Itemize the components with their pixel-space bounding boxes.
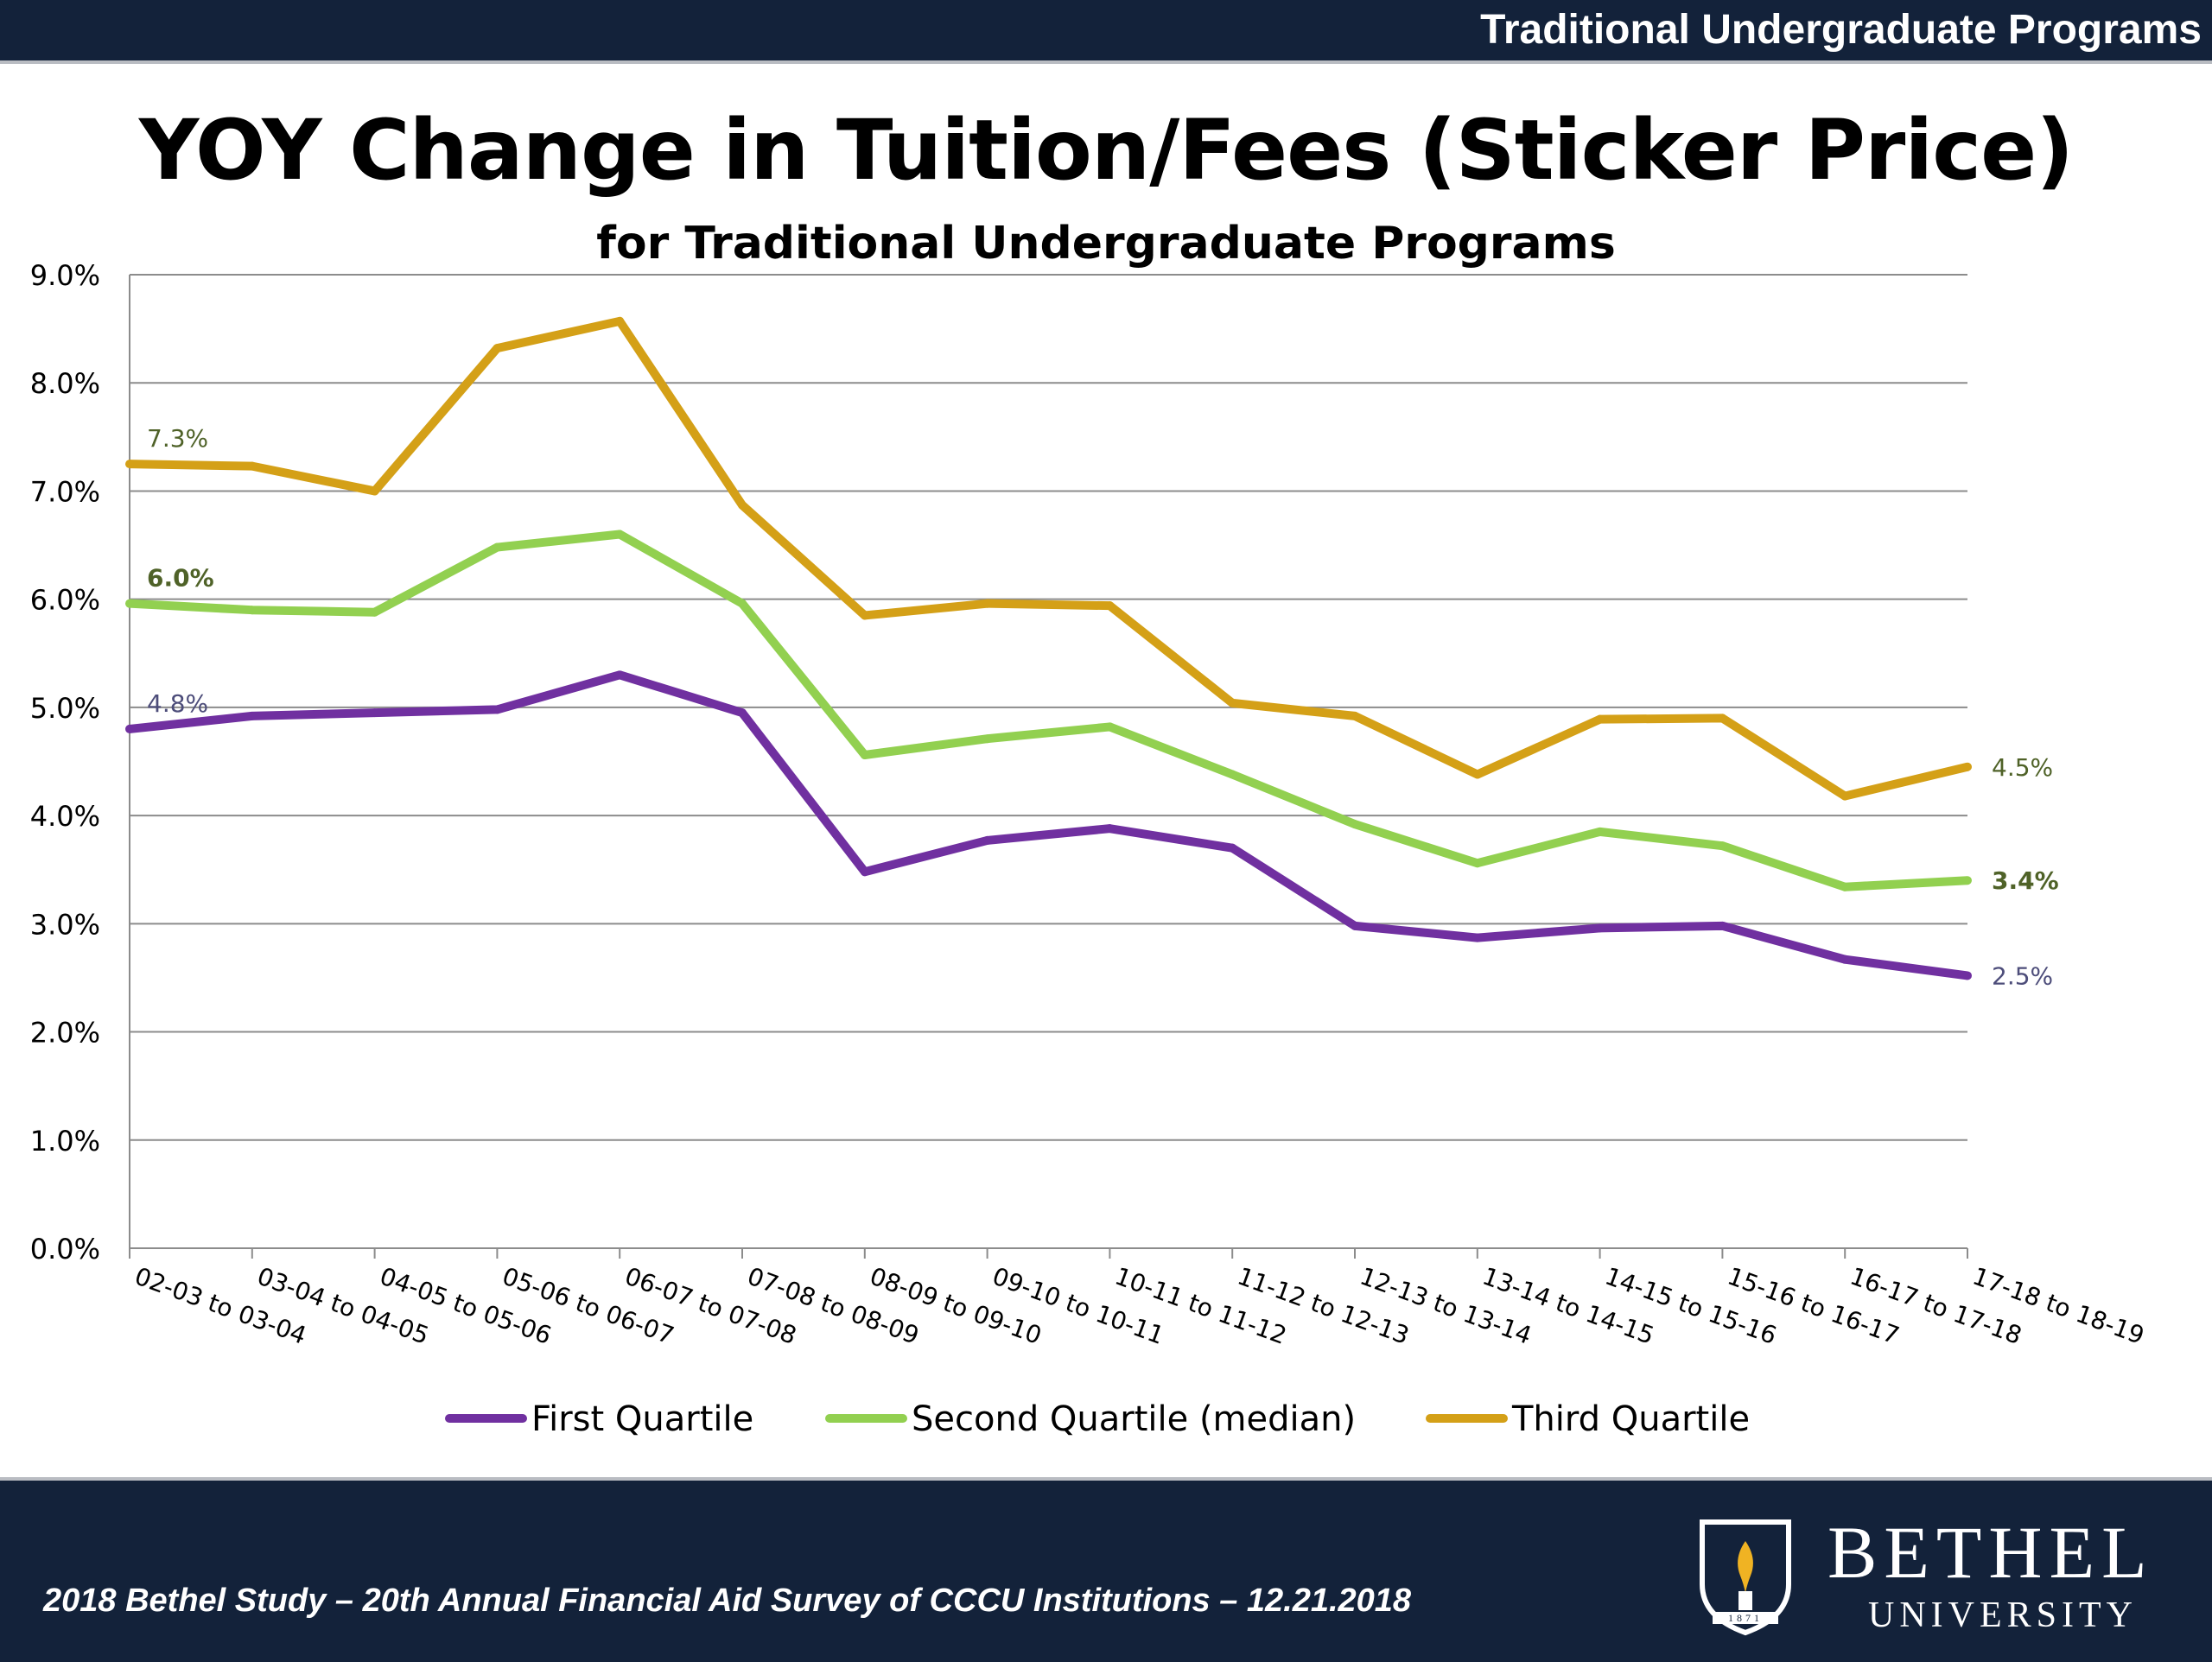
data-label: 7.3% [147,424,208,453]
data-point [370,486,379,496]
data-point [615,670,625,680]
logo-name: BETHEL [1827,1511,2154,1594]
data-point [1472,859,1482,868]
y-tick-label: 5.0% [30,692,100,725]
y-tick-label: 1.0% [30,1125,100,1158]
data-point [1351,711,1359,720]
logo-year: 1871 [1728,1612,1763,1624]
data-point [1105,601,1115,611]
line-chart: 0.0% 1.0% 2.0% 3.0% 4.0% 5.0% 6.0% 7.0% 8.0% 9.0%… [30,259,2148,1439]
data-point [1718,714,1727,723]
y-tick-label: 8.0% [30,367,100,400]
series-line [129,316,1969,801]
series-line [129,670,1968,980]
data-point [1718,921,1727,930]
data-point [1351,820,1359,829]
chart-title: YOY Change in Tuition/Fees (Sticker Pric… [138,102,2074,199]
series-line [129,530,1968,891]
y-tick-label: 4.0% [30,800,100,833]
data-point [1595,923,1605,933]
data-point [1228,843,1237,853]
data-point [860,867,869,877]
data-point [1595,827,1605,836]
data-point [1351,921,1359,930]
legend-label: Second Quartile (median) [912,1399,1356,1439]
footer-caption: 2018 Bethel Study – 20th Annual Financia… [43,1583,1412,1619]
data-point [1963,971,1972,980]
data-point [370,708,379,718]
data-point [125,460,134,469]
data-point [615,530,625,539]
data-label: 4.8% [147,689,208,718]
data-point [493,542,502,552]
chart-subtitle: for Traditional Undergraduate Programs [596,218,1616,270]
y-tick-label: 3.0% [30,908,100,941]
data-point [1472,770,1482,779]
data-label: 4.5% [1992,753,2053,782]
data-point [1963,876,1972,885]
data-label: 2.5% [1992,961,2053,990]
bethel-shield-logo: 1871 [1700,1519,1791,1636]
data-point [493,344,502,353]
data-point [860,750,869,759]
y-tick-label: 7.0% [30,475,100,508]
data-point [1228,770,1237,779]
y-tick-label: 2.0% [30,1017,100,1050]
footer-bar: 2018 Bethel Study – 20th Annual Financia… [0,1477,2212,1662]
data-point [1963,762,1972,771]
data-point [1840,791,1850,801]
data-point [125,599,134,608]
y-tick-label: 9.0% [30,259,100,292]
legend-label: Third Quartile [1511,1399,1750,1439]
data-point [125,724,134,733]
data-point [1595,714,1605,724]
data-point [247,461,257,471]
header-bar: Traditional Undergraduate Programs [0,0,2212,64]
data-point [247,711,257,720]
data-label: 3.4% [1992,866,2059,895]
data-point [1718,841,1727,851]
data-point [1105,722,1115,732]
data-point [615,316,625,326]
data-point [247,606,257,615]
data-point [738,599,747,608]
data-point [1472,933,1482,942]
data-point [982,599,992,608]
data-point [1840,955,1850,964]
data-point [1228,698,1237,707]
data-point [738,708,747,718]
data-point [370,607,379,617]
y-tick-label: 6.0% [30,584,100,617]
y-tick-label: 0.0% [30,1233,100,1266]
data-point [1840,882,1850,891]
data-point [738,500,747,510]
header-title: Traditional Undergraduate Programs [1480,7,2202,53]
legend-label: First Quartile [531,1399,753,1439]
data-label: 6.0% [147,564,214,593]
data-point [982,835,992,845]
data-point [493,705,502,714]
data-point [860,611,869,620]
data-point [1105,824,1115,834]
data-point [982,734,992,744]
logo-subtitle: UNIVERSITY [1868,1595,2138,1635]
